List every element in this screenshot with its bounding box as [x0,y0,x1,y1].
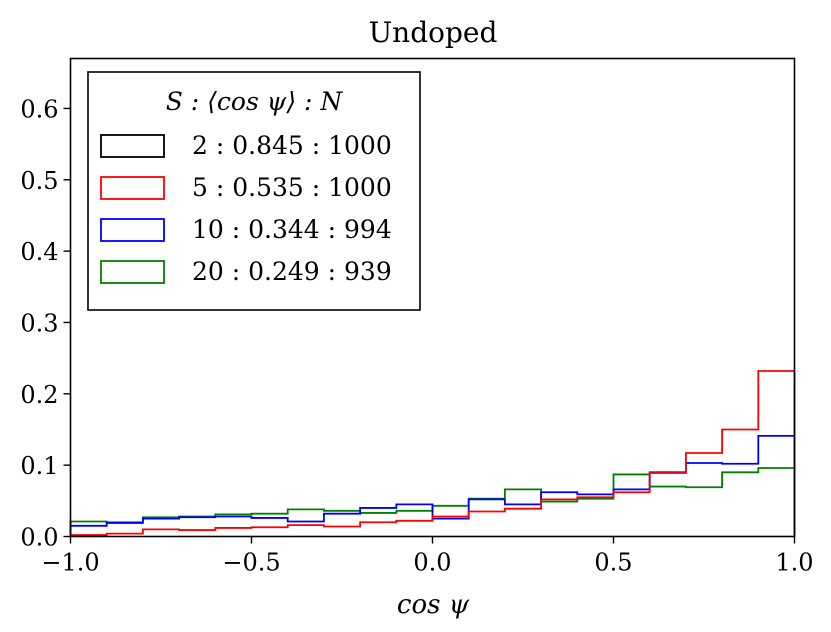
legend: S : ⟨cos ψ⟩ : N 2 : 0.845 : 1000 5 : 0.53… [87,71,421,311]
legend-swatch-4 [100,260,165,284]
ticks-layer: −1.0 −0.5 0.0 0.5 1.0 0.0 0.1 0.2 0.3 0.4 0.5 0.6 [20,95,813,576]
y-tick-label: 0.0 [20,524,58,552]
y-tick-label: 0.2 [20,381,58,409]
series-layer [69,370,796,537]
legend-swatch-1 [100,134,165,158]
x-axis-label: cos ψ [397,590,470,620]
legend-label-2: 5 : 0.535 : 1000 [192,173,392,202]
x-tick-label: −0.5 [222,549,280,577]
x-tick-label: 0.5 [594,549,632,577]
chart-title: Undoped [369,16,498,49]
legend-entries: 2 : 0.845 : 1000 5 : 0.535 : 1000 10 : 0.3… [100,131,392,286]
legend-label-3: 10 : 0.344 : 994 [192,215,392,244]
y-tick-label: 0.5 [20,167,58,195]
legend-swatch-2 [100,176,165,200]
histogram-series-2 [69,370,796,537]
legend-label-1: 2 : 0.845 : 1000 [192,131,392,160]
y-tick-label: 0.4 [20,238,58,266]
x-tick-label: 1.0 [775,549,813,577]
y-tick-label: 0.1 [20,452,58,480]
legend-label-4: 20 : 0.249 : 939 [192,257,392,286]
x-tick-label: −1.0 [41,549,99,577]
x-tick-label: 0.0 [413,549,451,577]
y-tick-label: 0.3 [20,309,58,337]
legend-swatch-3 [100,218,165,242]
legend-box [87,71,421,311]
legend-title: S : ⟨cos ψ⟩ : N [166,87,344,116]
y-tick-label: 0.6 [20,95,58,123]
